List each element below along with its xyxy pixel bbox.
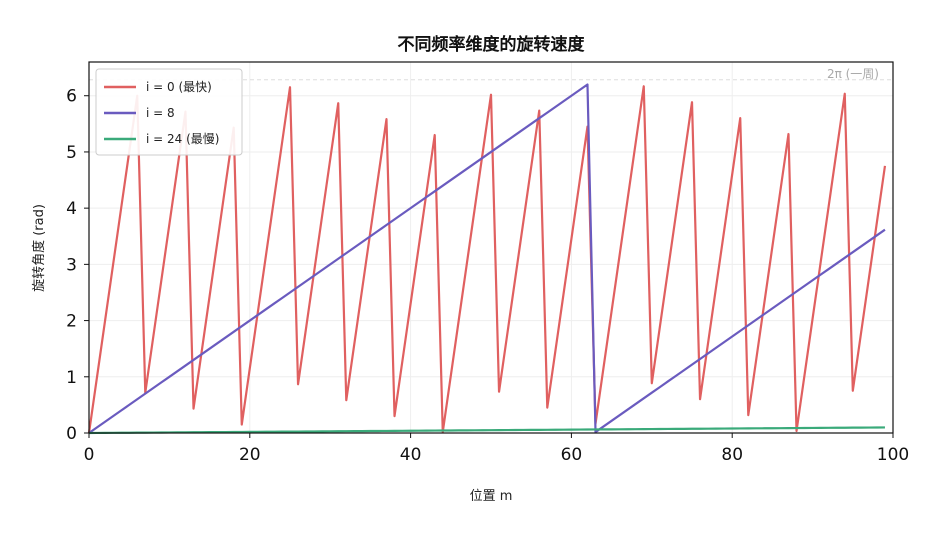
y-axis-label: 旋转角度 (rad) xyxy=(31,204,47,292)
y-tick-label-0: 0 xyxy=(66,424,77,444)
x-tick-label-0: 0 xyxy=(84,445,95,465)
y-tick-label-4: 4 xyxy=(66,199,77,219)
legend-entry-1: i = 8 xyxy=(146,106,175,120)
two-pi-annotation: 2π (一周) xyxy=(827,67,879,81)
series-line-1 xyxy=(88,83,886,434)
x-tick-label-5: 100 xyxy=(877,445,909,465)
plot-frame xyxy=(88,61,894,434)
legend-entry-0: i = 0 (最快) xyxy=(146,80,212,94)
y-tick-label-1: 1 xyxy=(66,368,77,388)
legend-entry-2: i = 24 (最慢) xyxy=(146,132,219,146)
y-tick-label-6: 6 xyxy=(66,87,77,107)
legend: i = 0 (最快) i = 8 i = 24 (最慢) xyxy=(95,68,243,156)
chart-title: 不同频率维度的旋转速度 xyxy=(398,34,586,55)
x-tick-label-2: 40 xyxy=(400,445,422,465)
x-tick-label-3: 60 xyxy=(561,445,583,465)
series-line-2 xyxy=(88,426,885,435)
ticks: 0 20 40 60 80 100 0 1 2 3 4 5 6 xyxy=(66,87,909,465)
series-group xyxy=(87,83,887,435)
y-tick-label-2: 2 xyxy=(66,312,77,332)
y-tick-label-3: 3 xyxy=(66,255,77,275)
series-line-0 xyxy=(87,85,887,434)
x-axis-label: 位置 m xyxy=(470,489,513,504)
x-tick-label-4: 80 xyxy=(721,445,743,465)
x-tick-label-1: 20 xyxy=(239,445,261,465)
y-tick-label-5: 5 xyxy=(66,143,77,163)
legend-box xyxy=(95,68,243,156)
